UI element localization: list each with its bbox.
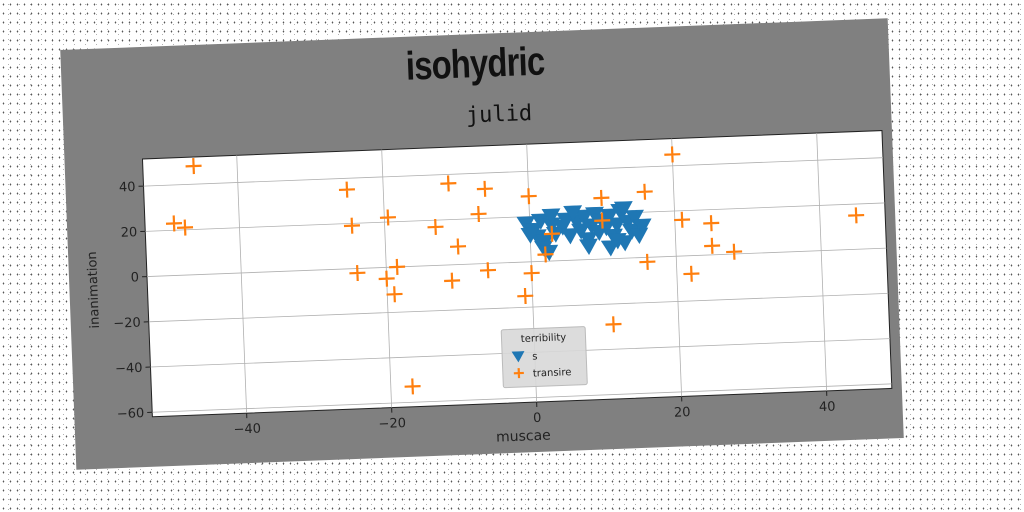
plus-point <box>386 286 403 303</box>
triangle-point <box>574 209 594 226</box>
x-tick-label: 40 <box>819 400 836 416</box>
grid-line-y <box>143 157 883 187</box>
legend: terribility s transire <box>500 326 588 389</box>
triangle-point <box>571 223 591 240</box>
x-tick-label: −20 <box>378 416 406 432</box>
plus-point <box>479 262 497 279</box>
grid-line-x <box>671 138 683 397</box>
legend-marker <box>511 351 525 363</box>
legend-marker <box>513 368 524 379</box>
x-axis-label: muscae <box>496 428 551 446</box>
plus-point <box>338 181 355 198</box>
plus-point <box>476 180 493 197</box>
plus-point <box>664 146 681 163</box>
axis-ticks: −40 −20 0 20 40 −60 −40 −20 0 20 40 <box>113 180 836 438</box>
x-tick-label: 0 <box>533 411 542 426</box>
plus-point <box>185 158 202 175</box>
grid-line-y <box>145 202 885 232</box>
triangle-point <box>541 208 561 225</box>
plus-point <box>523 265 540 282</box>
triangle-point <box>613 201 633 218</box>
plus-point <box>605 316 622 333</box>
y-tick-label: −60 <box>117 406 145 422</box>
triangle-point <box>520 227 540 244</box>
plus-point <box>349 264 366 282</box>
grid-line-x <box>816 133 827 391</box>
chart-figure: isohydric julid −40 −20 0 20 40 −60 −40 −20 0 20 4… <box>60 18 904 470</box>
plus-point <box>165 215 183 232</box>
plus-point <box>543 225 560 242</box>
plus-point <box>704 237 721 254</box>
plus-point <box>389 258 406 275</box>
plus-point <box>470 205 487 223</box>
y-tick-label: 0 <box>130 270 139 285</box>
triangle-point <box>563 205 583 222</box>
plus-point <box>404 378 421 395</box>
axes-title: julid <box>465 101 532 129</box>
plus-point <box>520 188 537 205</box>
plus-point <box>537 246 554 263</box>
plus-point <box>594 212 611 229</box>
triangle-point <box>600 240 620 257</box>
plus-point <box>848 207 865 224</box>
plus-point <box>726 243 743 260</box>
plus-point <box>440 175 457 192</box>
grid-line-y <box>146 247 887 277</box>
plus-point <box>378 270 395 287</box>
plus-point <box>517 287 534 305</box>
plus-point <box>450 238 467 255</box>
grid-line-x <box>236 155 248 414</box>
plus-point <box>639 253 656 270</box>
plot-area <box>141 130 893 418</box>
plus-point <box>683 265 700 282</box>
y-axis-label: inanimation <box>85 251 103 329</box>
legend-label: s <box>532 351 538 362</box>
y-tick-label: −40 <box>115 361 143 377</box>
legend-entries: s transire <box>511 351 572 380</box>
triangle-point <box>632 218 652 235</box>
plus-point <box>427 218 444 236</box>
triangle-point <box>560 228 580 245</box>
grid-line-y <box>148 292 889 323</box>
series-0 <box>516 201 652 262</box>
plus-point <box>674 211 691 228</box>
series-1 <box>165 146 865 395</box>
triangle-point <box>625 209 644 227</box>
x-tick-label: 20 <box>674 405 691 421</box>
plus-point <box>703 215 720 232</box>
x-tick-label: −40 <box>233 422 261 438</box>
y-tick-label: 20 <box>120 225 137 241</box>
plus-point <box>444 272 461 289</box>
plus-point <box>593 189 610 206</box>
y-tick-label: −20 <box>113 316 141 332</box>
plus-point <box>177 219 194 236</box>
grid-lines <box>143 133 892 414</box>
plus-point <box>343 217 361 234</box>
triangle-point <box>579 238 598 256</box>
grid-line-y <box>152 383 892 413</box>
triangle-point <box>607 217 627 234</box>
scatter-chart: julid −40 −20 0 20 40 −60 −40 −20 0 20 40 muscae i… <box>85 101 893 446</box>
plus-point <box>636 183 653 200</box>
plus-point <box>379 209 396 226</box>
triangle-point <box>599 208 619 225</box>
data-marks <box>165 146 865 395</box>
legend-title: terribility <box>521 332 567 345</box>
legend-label: transire <box>533 367 572 379</box>
y-tick-label: 40 <box>119 180 136 196</box>
